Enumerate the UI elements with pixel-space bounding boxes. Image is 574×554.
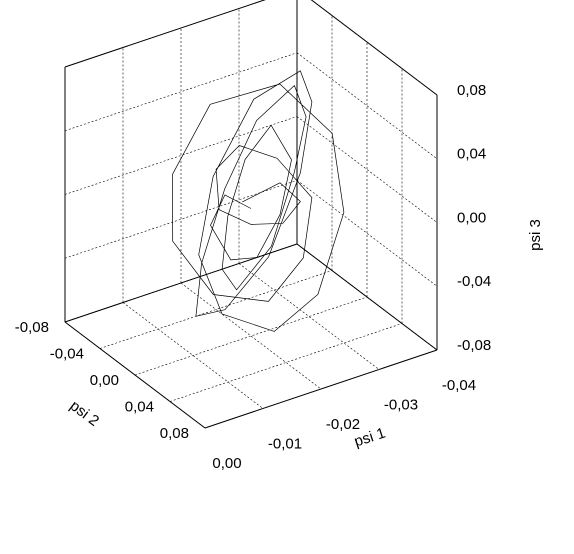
x-tick-label: -0,02 bbox=[326, 416, 360, 433]
box-edge bbox=[64, 321, 206, 429]
z-tick-label: 0,04 bbox=[457, 146, 486, 163]
y-axis-label: psi 2 bbox=[67, 397, 103, 430]
z-tick-label: -0,08 bbox=[457, 337, 491, 354]
grid-line bbox=[64, 116, 298, 195]
x-tick-label: -0,04 bbox=[442, 377, 476, 394]
grid-line bbox=[134, 296, 368, 376]
box-edge bbox=[296, 243, 438, 351]
grid-line bbox=[296, 116, 438, 223]
grid-line bbox=[64, 52, 298, 132]
y-tick-label: -0,04 bbox=[50, 345, 84, 362]
grid-line bbox=[169, 323, 403, 402]
z-tick-label: 0,00 bbox=[457, 209, 486, 226]
grid-line bbox=[99, 270, 333, 349]
y-tick-label: 0,04 bbox=[125, 398, 154, 415]
z-axis-label: psi 3 bbox=[527, 219, 544, 251]
grid-line bbox=[296, 52, 438, 159]
x-tick-label: 0,00 bbox=[212, 455, 241, 472]
box-edge bbox=[64, 243, 298, 323]
grid-line bbox=[180, 282, 322, 390]
box-edge bbox=[310, 0, 438, 96]
x-tick-label: -0,01 bbox=[268, 435, 302, 452]
y-tick-label: 0,00 bbox=[90, 372, 119, 389]
grid-line bbox=[296, 180, 438, 287]
grid-line bbox=[238, 263, 380, 370]
x-tick-label: -0,03 bbox=[384, 396, 418, 413]
y-tick-label: 0,08 bbox=[160, 425, 189, 442]
trajectory bbox=[172, 70, 345, 332]
box-edge bbox=[64, 0, 266, 68]
grid-line bbox=[122, 302, 264, 409]
grid-line bbox=[64, 179, 298, 259]
box-edge bbox=[204, 349, 438, 429]
z-tick-label: 0,08 bbox=[457, 82, 486, 99]
y-tick-label: -0,08 bbox=[15, 319, 49, 336]
z-tick-label: -0,04 bbox=[457, 273, 491, 290]
